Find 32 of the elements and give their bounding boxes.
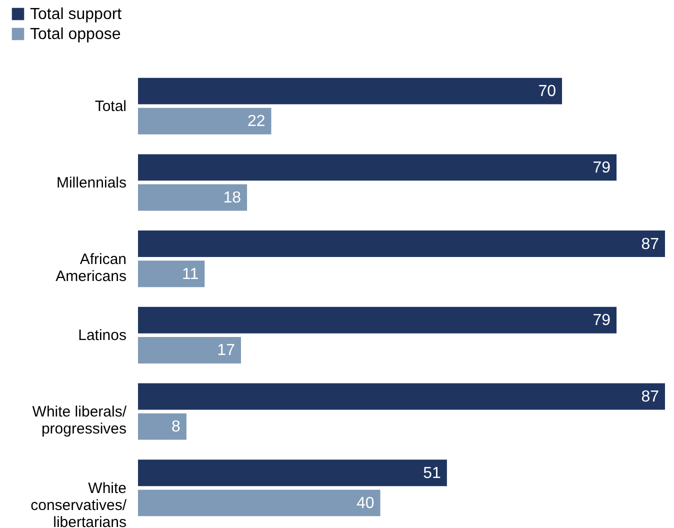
data-label: 11 xyxy=(182,266,199,283)
data-label: 51 xyxy=(423,464,442,482)
bar xyxy=(138,336,241,364)
data-label: 87 xyxy=(641,236,660,253)
data-label: 70 xyxy=(538,83,556,100)
bar xyxy=(138,260,205,288)
bar xyxy=(138,78,562,104)
data-label: 79 xyxy=(592,312,611,330)
bar xyxy=(138,154,617,181)
y-tick-label: Millennials xyxy=(56,174,126,192)
data-label: 87 xyxy=(641,388,660,406)
y-tick-label: White liberals/progressives xyxy=(32,404,128,438)
y-tick-label: Total xyxy=(94,98,126,116)
bar xyxy=(138,306,617,334)
bar xyxy=(138,460,447,486)
y-tick-label: Latinos xyxy=(78,327,126,344)
data-label: 22 xyxy=(247,113,266,130)
bar xyxy=(138,490,380,516)
y-tick-label: White conservatives/libertarians xyxy=(30,480,128,528)
bar xyxy=(138,184,248,211)
bar xyxy=(138,383,665,410)
bar xyxy=(138,108,272,134)
data-label: 17 xyxy=(217,342,236,360)
data-label: 40 xyxy=(356,494,374,512)
bar xyxy=(138,413,186,440)
data-label: 18 xyxy=(223,189,242,206)
legend-label: Total oppose xyxy=(30,26,121,43)
data-label: 79 xyxy=(592,159,611,176)
bar xyxy=(138,230,665,258)
y-tick-label: African Americans xyxy=(56,250,126,285)
legend-label: Total support xyxy=(30,6,122,23)
data-label: 8 xyxy=(172,418,181,436)
